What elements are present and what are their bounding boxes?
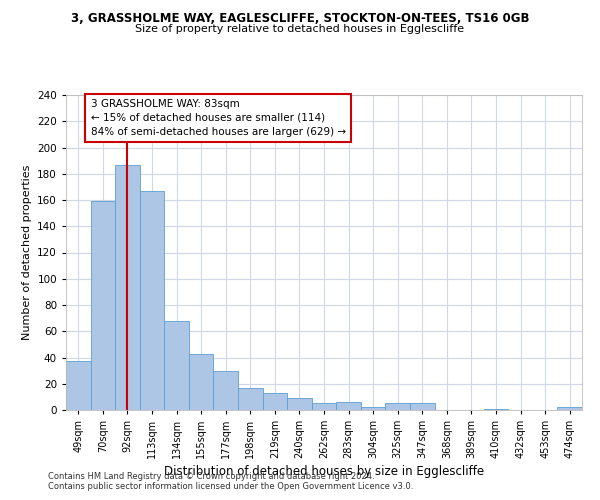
Bar xyxy=(557,408,582,410)
Bar xyxy=(91,202,115,410)
Bar xyxy=(385,404,410,410)
Bar xyxy=(214,370,238,410)
Bar xyxy=(287,398,312,410)
Bar xyxy=(484,408,508,410)
Text: 3, GRASSHOLME WAY, EAGLESCLIFFE, STOCKTON-ON-TEES, TS16 0GB: 3, GRASSHOLME WAY, EAGLESCLIFFE, STOCKTO… xyxy=(71,12,529,26)
Y-axis label: Number of detached properties: Number of detached properties xyxy=(22,165,32,340)
Bar xyxy=(238,388,263,410)
Text: 3 GRASSHOLME WAY: 83sqm
← 15% of detached houses are smaller (114)
84% of semi-d: 3 GRASSHOLME WAY: 83sqm ← 15% of detache… xyxy=(91,99,346,137)
X-axis label: Distribution of detached houses by size in Egglescliffe: Distribution of detached houses by size … xyxy=(164,466,484,478)
Bar xyxy=(140,191,164,410)
Bar xyxy=(410,404,434,410)
Bar xyxy=(66,362,91,410)
Bar xyxy=(361,408,385,410)
Bar xyxy=(336,402,361,410)
Text: Size of property relative to detached houses in Egglescliffe: Size of property relative to detached ho… xyxy=(136,24,464,34)
Bar xyxy=(189,354,214,410)
Bar xyxy=(263,393,287,410)
Bar xyxy=(115,164,140,410)
Bar xyxy=(164,321,189,410)
Text: Contains public sector information licensed under the Open Government Licence v3: Contains public sector information licen… xyxy=(48,482,413,491)
Bar xyxy=(312,404,336,410)
Text: Contains HM Land Registry data © Crown copyright and database right 2024.: Contains HM Land Registry data © Crown c… xyxy=(48,472,374,481)
